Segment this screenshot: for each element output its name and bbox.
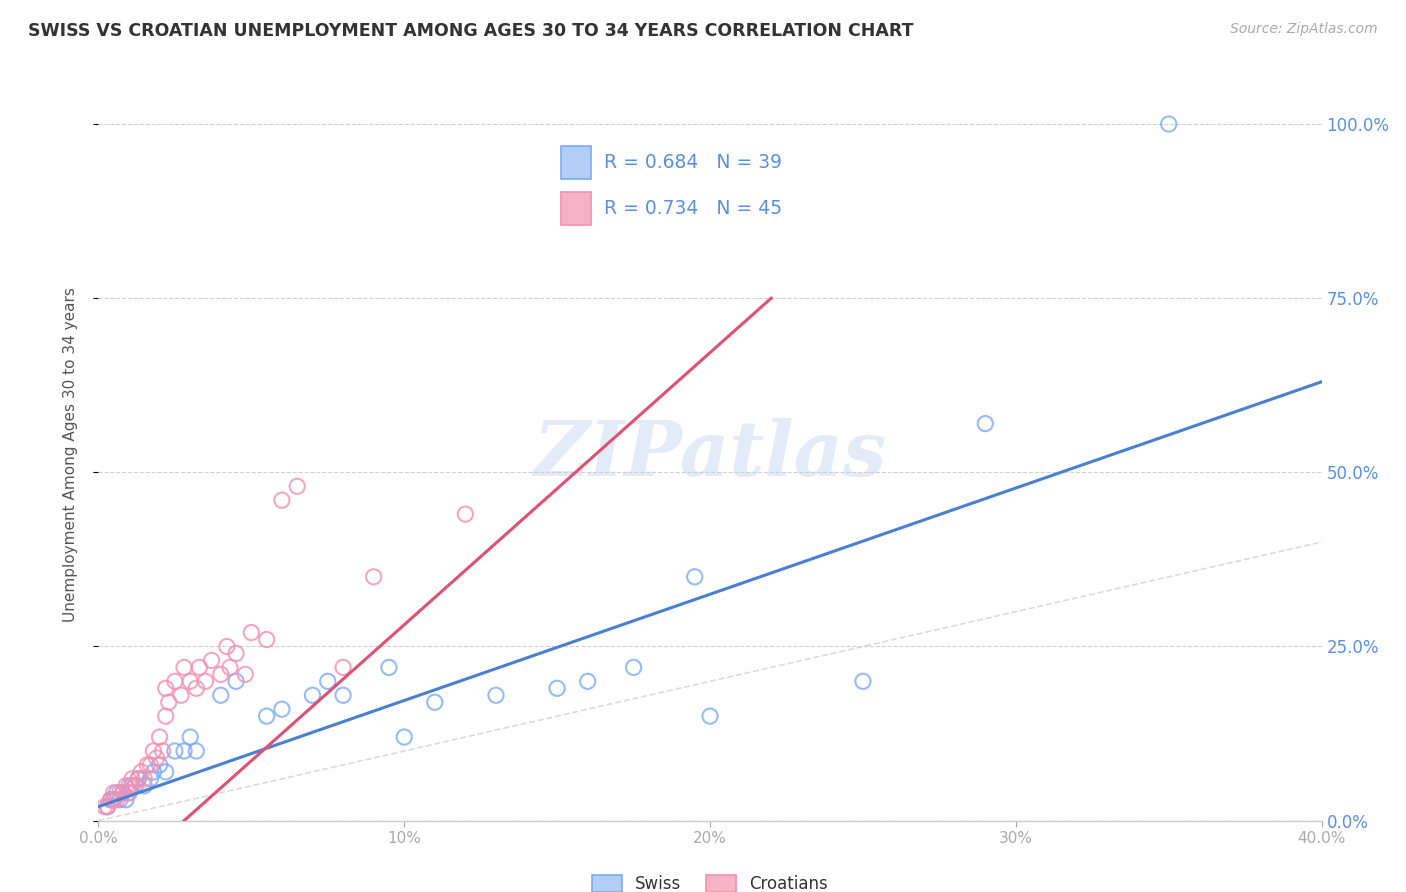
Point bbox=[186, 744, 208, 758]
Point bbox=[142, 764, 165, 779]
Point bbox=[103, 793, 125, 807]
Point bbox=[103, 786, 125, 800]
Bar bbox=[561, 193, 591, 226]
Point bbox=[155, 709, 177, 723]
Point bbox=[111, 786, 134, 800]
Text: R = 0.734   N = 45: R = 0.734 N = 45 bbox=[603, 200, 782, 219]
Point bbox=[93, 799, 115, 814]
Point bbox=[852, 674, 875, 689]
Point bbox=[163, 744, 186, 758]
Point bbox=[136, 758, 159, 772]
Point bbox=[179, 730, 201, 744]
Y-axis label: Unemployment Among Ages 30 to 34 years: Unemployment Among Ages 30 to 34 years bbox=[63, 287, 77, 623]
Point bbox=[105, 793, 128, 807]
Point bbox=[209, 688, 232, 702]
Bar bbox=[561, 146, 591, 179]
Point bbox=[1157, 117, 1180, 131]
Point bbox=[170, 688, 193, 702]
Point bbox=[100, 793, 122, 807]
Point bbox=[111, 786, 134, 800]
Point bbox=[97, 799, 120, 814]
Point bbox=[155, 764, 177, 779]
Point bbox=[179, 674, 201, 689]
Point bbox=[124, 779, 146, 793]
Point bbox=[139, 758, 162, 772]
Point bbox=[139, 772, 162, 786]
Point bbox=[423, 695, 446, 709]
Point bbox=[256, 632, 278, 647]
Text: Source: ZipAtlas.com: Source: ZipAtlas.com bbox=[1230, 22, 1378, 37]
Point bbox=[546, 681, 568, 696]
Point bbox=[149, 730, 172, 744]
Point bbox=[142, 744, 165, 758]
Point bbox=[233, 667, 256, 681]
Point bbox=[186, 681, 208, 696]
Point bbox=[316, 674, 339, 689]
Point bbox=[129, 764, 152, 779]
Point bbox=[485, 688, 508, 702]
Point bbox=[270, 702, 292, 716]
Point bbox=[270, 493, 292, 508]
Point bbox=[121, 779, 143, 793]
Point bbox=[157, 695, 180, 709]
Point bbox=[576, 674, 599, 689]
Point bbox=[108, 786, 131, 800]
Point bbox=[121, 772, 143, 786]
Point bbox=[454, 507, 477, 521]
Text: R = 0.684   N = 39: R = 0.684 N = 39 bbox=[603, 153, 782, 172]
Point bbox=[115, 779, 138, 793]
Point bbox=[152, 744, 174, 758]
Point bbox=[115, 793, 138, 807]
Point bbox=[392, 730, 416, 744]
Point bbox=[683, 570, 706, 584]
Point bbox=[118, 786, 141, 800]
Point bbox=[378, 660, 401, 674]
Point bbox=[225, 674, 247, 689]
Point bbox=[332, 688, 354, 702]
Point bbox=[134, 779, 156, 793]
Point bbox=[256, 709, 278, 723]
Point bbox=[225, 647, 247, 661]
Point bbox=[108, 793, 131, 807]
Point bbox=[209, 667, 232, 681]
Point bbox=[100, 793, 122, 807]
Point bbox=[127, 772, 149, 786]
Point bbox=[145, 751, 167, 765]
Text: SWISS VS CROATIAN UNEMPLOYMENT AMONG AGES 30 TO 34 YEARS CORRELATION CHART: SWISS VS CROATIAN UNEMPLOYMENT AMONG AGE… bbox=[28, 22, 914, 40]
Point bbox=[363, 570, 385, 584]
Point bbox=[200, 653, 222, 667]
Point bbox=[699, 709, 721, 723]
Point bbox=[127, 772, 149, 786]
Point bbox=[188, 660, 211, 674]
Point bbox=[124, 779, 146, 793]
Point bbox=[118, 786, 141, 800]
Point bbox=[173, 660, 195, 674]
Point bbox=[219, 660, 242, 674]
Point bbox=[118, 779, 141, 793]
Point bbox=[163, 674, 186, 689]
Legend: Swiss, Croatians: Swiss, Croatians bbox=[585, 869, 835, 892]
Text: ZIPatlas: ZIPatlas bbox=[533, 418, 887, 491]
Point bbox=[149, 758, 172, 772]
Point bbox=[301, 688, 323, 702]
Point bbox=[285, 479, 308, 493]
Point bbox=[623, 660, 645, 674]
Point bbox=[97, 799, 120, 814]
Point bbox=[240, 625, 263, 640]
Point bbox=[103, 793, 125, 807]
Point bbox=[194, 674, 217, 689]
Point bbox=[173, 744, 195, 758]
Point bbox=[974, 417, 997, 431]
Point bbox=[332, 660, 354, 674]
Point bbox=[215, 640, 238, 654]
Point bbox=[134, 772, 156, 786]
Point bbox=[105, 786, 128, 800]
Point bbox=[155, 681, 177, 696]
